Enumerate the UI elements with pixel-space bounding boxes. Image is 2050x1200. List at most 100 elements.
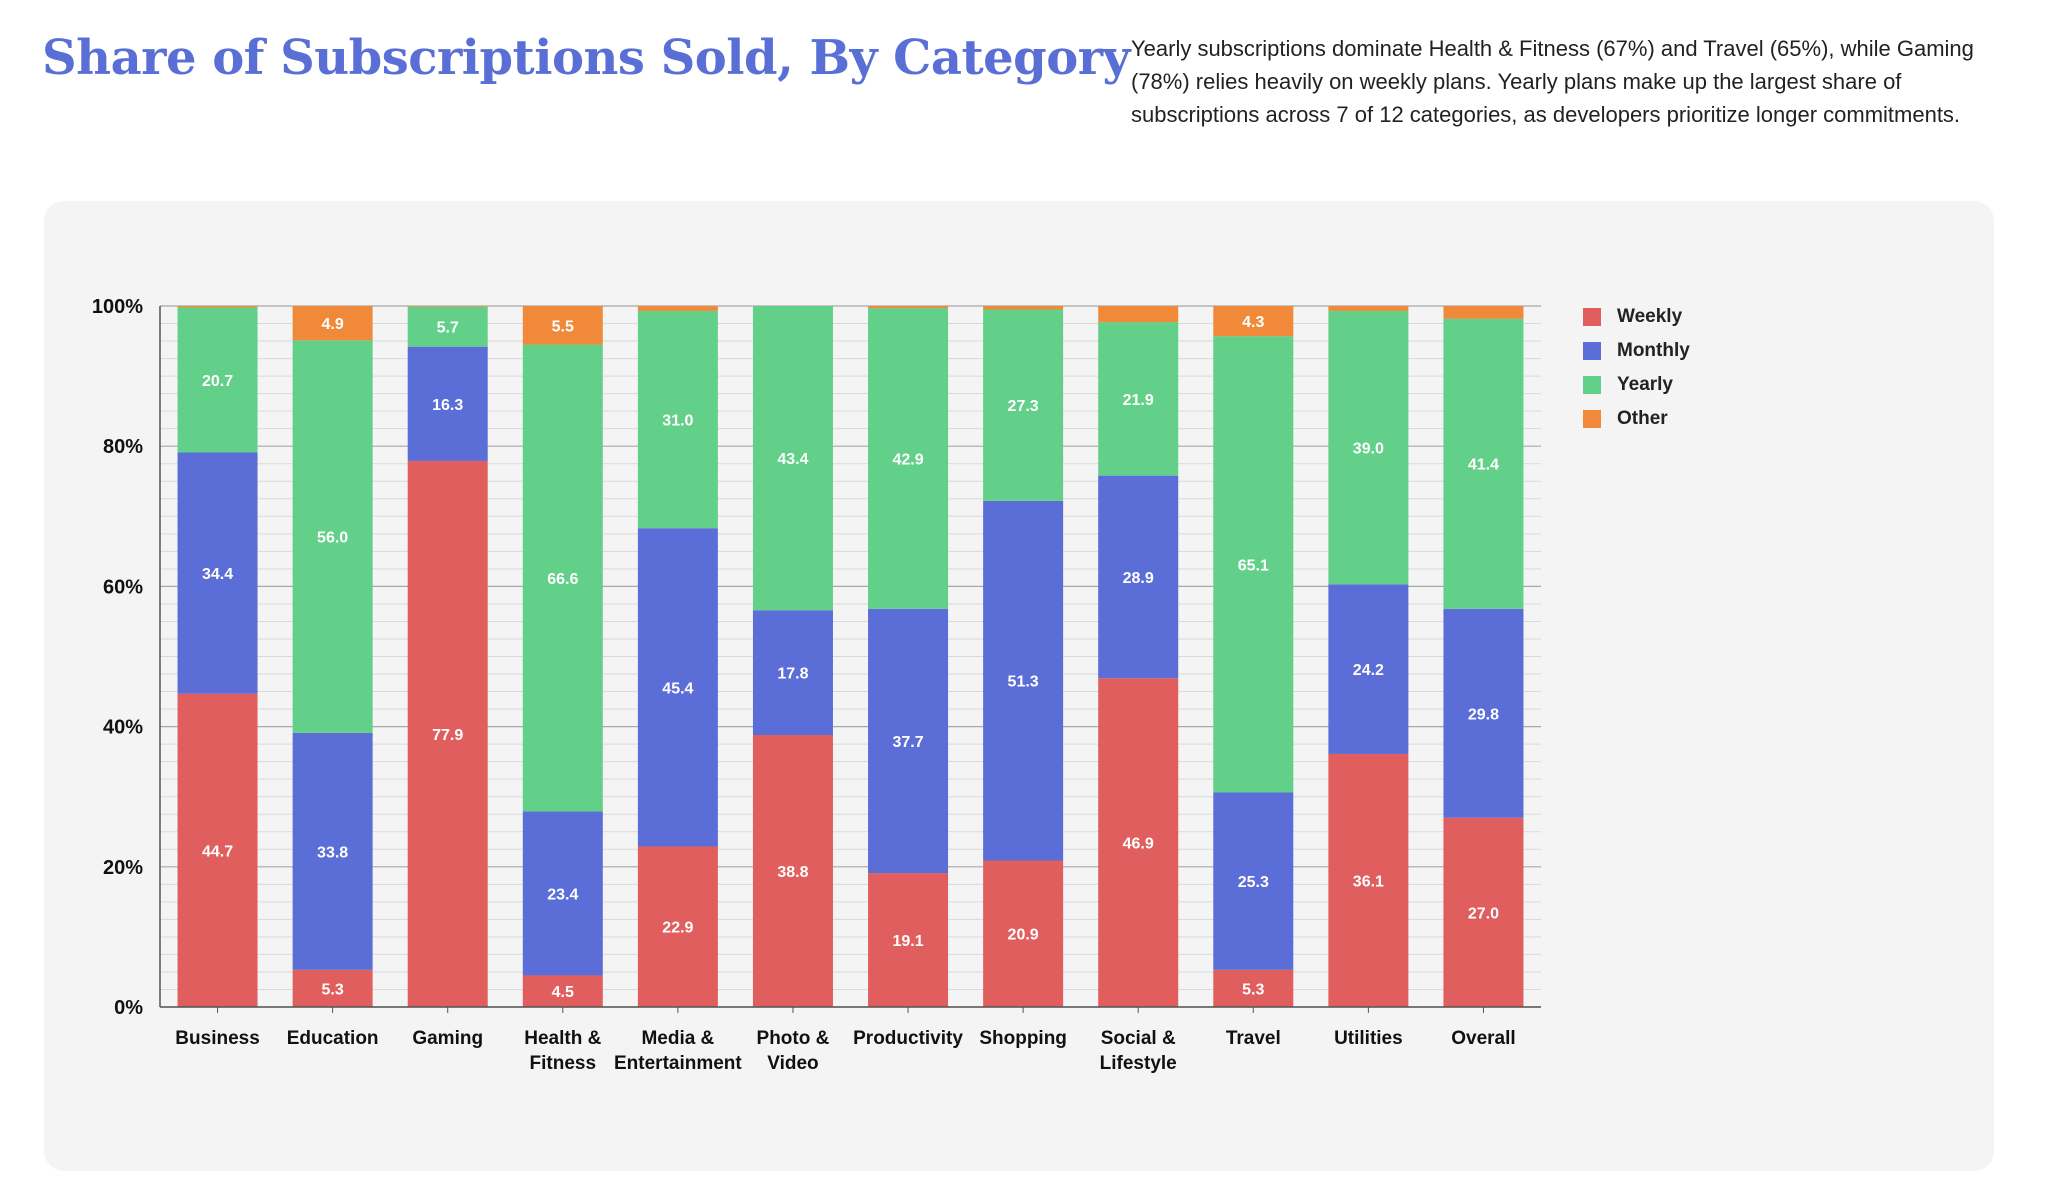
x-tick-label: Travel (1226, 1028, 1281, 1049)
bar-monthly (1098, 475, 1179, 679)
legend-label: Yearly (1617, 374, 1673, 395)
data-label: 5.5 (552, 318, 574, 335)
bar-monthly (1213, 792, 1294, 970)
bar-yearly (1098, 322, 1179, 476)
legend-swatch (1583, 342, 1601, 360)
y-tick-label: 80% (103, 436, 143, 458)
bar-other (637, 306, 718, 311)
bar-monthly (1443, 608, 1524, 818)
data-label: 39.0 (1353, 441, 1384, 458)
bar-other (407, 306, 488, 307)
bar-other (1213, 306, 1294, 337)
bar-monthly (292, 732, 373, 970)
data-label: 23.4 (547, 886, 578, 903)
bar-monthly (177, 452, 258, 694)
y-tick-label: 40% (103, 717, 143, 739)
legend-item-monthly: Monthly (1583, 334, 1690, 368)
x-tick-label: Education (287, 1028, 379, 1049)
data-label: 5.3 (322, 981, 344, 998)
data-label: 20.9 (1008, 927, 1039, 944)
data-label: 22.9 (662, 920, 693, 937)
bar-yearly (177, 307, 258, 453)
legend-swatch (1583, 410, 1601, 428)
data-label: 46.9 (1123, 836, 1154, 853)
bar-yearly (292, 340, 373, 733)
data-label: 25.3 (1238, 874, 1269, 891)
data-label: 36.1 (1353, 873, 1384, 890)
data-label: 4.3 (1242, 314, 1264, 331)
x-tick-label: Media & (641, 1028, 714, 1049)
x-tick-label: Photo & (757, 1028, 830, 1049)
legend-item-other: Other (1583, 402, 1690, 436)
bar-other (868, 306, 949, 309)
bar-weekly (407, 460, 488, 1007)
x-tick-label: Health & (524, 1028, 601, 1049)
x-tick-label: Entertainment (614, 1053, 742, 1074)
data-label: 27.0 (1468, 905, 1499, 922)
page-title: Share of Subscriptions Sold, By Category (42, 30, 1130, 86)
bar-monthly (522, 811, 603, 976)
bar-yearly (522, 344, 603, 812)
data-label: 34.4 (202, 566, 233, 583)
bar-other (1098, 306, 1179, 323)
data-label: 77.9 (432, 727, 463, 744)
data-label: 56.0 (317, 530, 348, 547)
data-label: 29.8 (1468, 706, 1499, 723)
bar-monthly (407, 346, 488, 461)
data-label: 27.3 (1008, 398, 1039, 415)
x-tick-label: Fitness (530, 1053, 597, 1074)
bar-other (1328, 306, 1409, 311)
y-tick-label: 20% (103, 857, 143, 879)
bar-monthly (752, 610, 833, 736)
data-label: 28.9 (1123, 570, 1154, 587)
bar-yearly (407, 306, 488, 347)
data-label: 5.7 (437, 320, 459, 337)
data-label: 21.9 (1123, 392, 1154, 409)
legend-label: Weekly (1617, 306, 1683, 327)
bar-monthly (637, 528, 718, 847)
bar-weekly (637, 846, 718, 1007)
bar-weekly (752, 735, 833, 1007)
data-label: 45.4 (662, 680, 693, 697)
bar-weekly (1098, 678, 1179, 1007)
legend-swatch (1583, 308, 1601, 326)
bar-other (522, 306, 603, 345)
x-tick-label: Shopping (979, 1028, 1067, 1049)
data-label: 19.1 (892, 933, 923, 950)
bar-yearly (637, 310, 718, 529)
bar-other (177, 306, 258, 308)
data-label: 24.2 (1353, 662, 1384, 679)
bar-other (292, 306, 373, 341)
data-label: 66.6 (547, 571, 578, 588)
x-tick-label: Overall (1451, 1028, 1515, 1049)
bar-monthly (868, 608, 949, 874)
data-label: 41.4 (1468, 457, 1499, 474)
x-tick-label: Video (767, 1053, 818, 1074)
x-tick-label: Business (175, 1028, 259, 1049)
data-label: 43.4 (777, 451, 808, 468)
data-label: 51.3 (1008, 674, 1039, 691)
x-tick-label: Utilities (1334, 1028, 1403, 1049)
data-label: 17.8 (777, 666, 808, 683)
chart-description: Yearly subscriptions dominate Health & F… (1131, 36, 1974, 127)
bar-weekly (1443, 817, 1524, 1007)
bar-yearly (1443, 318, 1524, 609)
legend-label: Other (1617, 408, 1668, 429)
x-tick-label: Lifestyle (1100, 1053, 1177, 1074)
data-label: 42.9 (892, 451, 923, 468)
x-tick-label: Social & (1101, 1028, 1176, 1049)
legend-label: Monthly (1617, 340, 1690, 361)
legend-item-yearly: Yearly (1583, 368, 1690, 402)
bar-monthly (1328, 584, 1409, 754)
bar-other (1443, 306, 1524, 319)
data-label: 33.8 (317, 844, 348, 861)
bar-monthly (983, 500, 1064, 861)
bar-yearly (1213, 336, 1294, 793)
bar-yearly (1328, 310, 1409, 585)
data-label: 44.7 (202, 843, 233, 860)
data-label: 5.3 (1242, 981, 1264, 998)
data-label: 31.0 (662, 413, 693, 430)
bar-weekly (1213, 969, 1294, 1007)
legend-item-weekly: Weekly (1583, 300, 1690, 334)
